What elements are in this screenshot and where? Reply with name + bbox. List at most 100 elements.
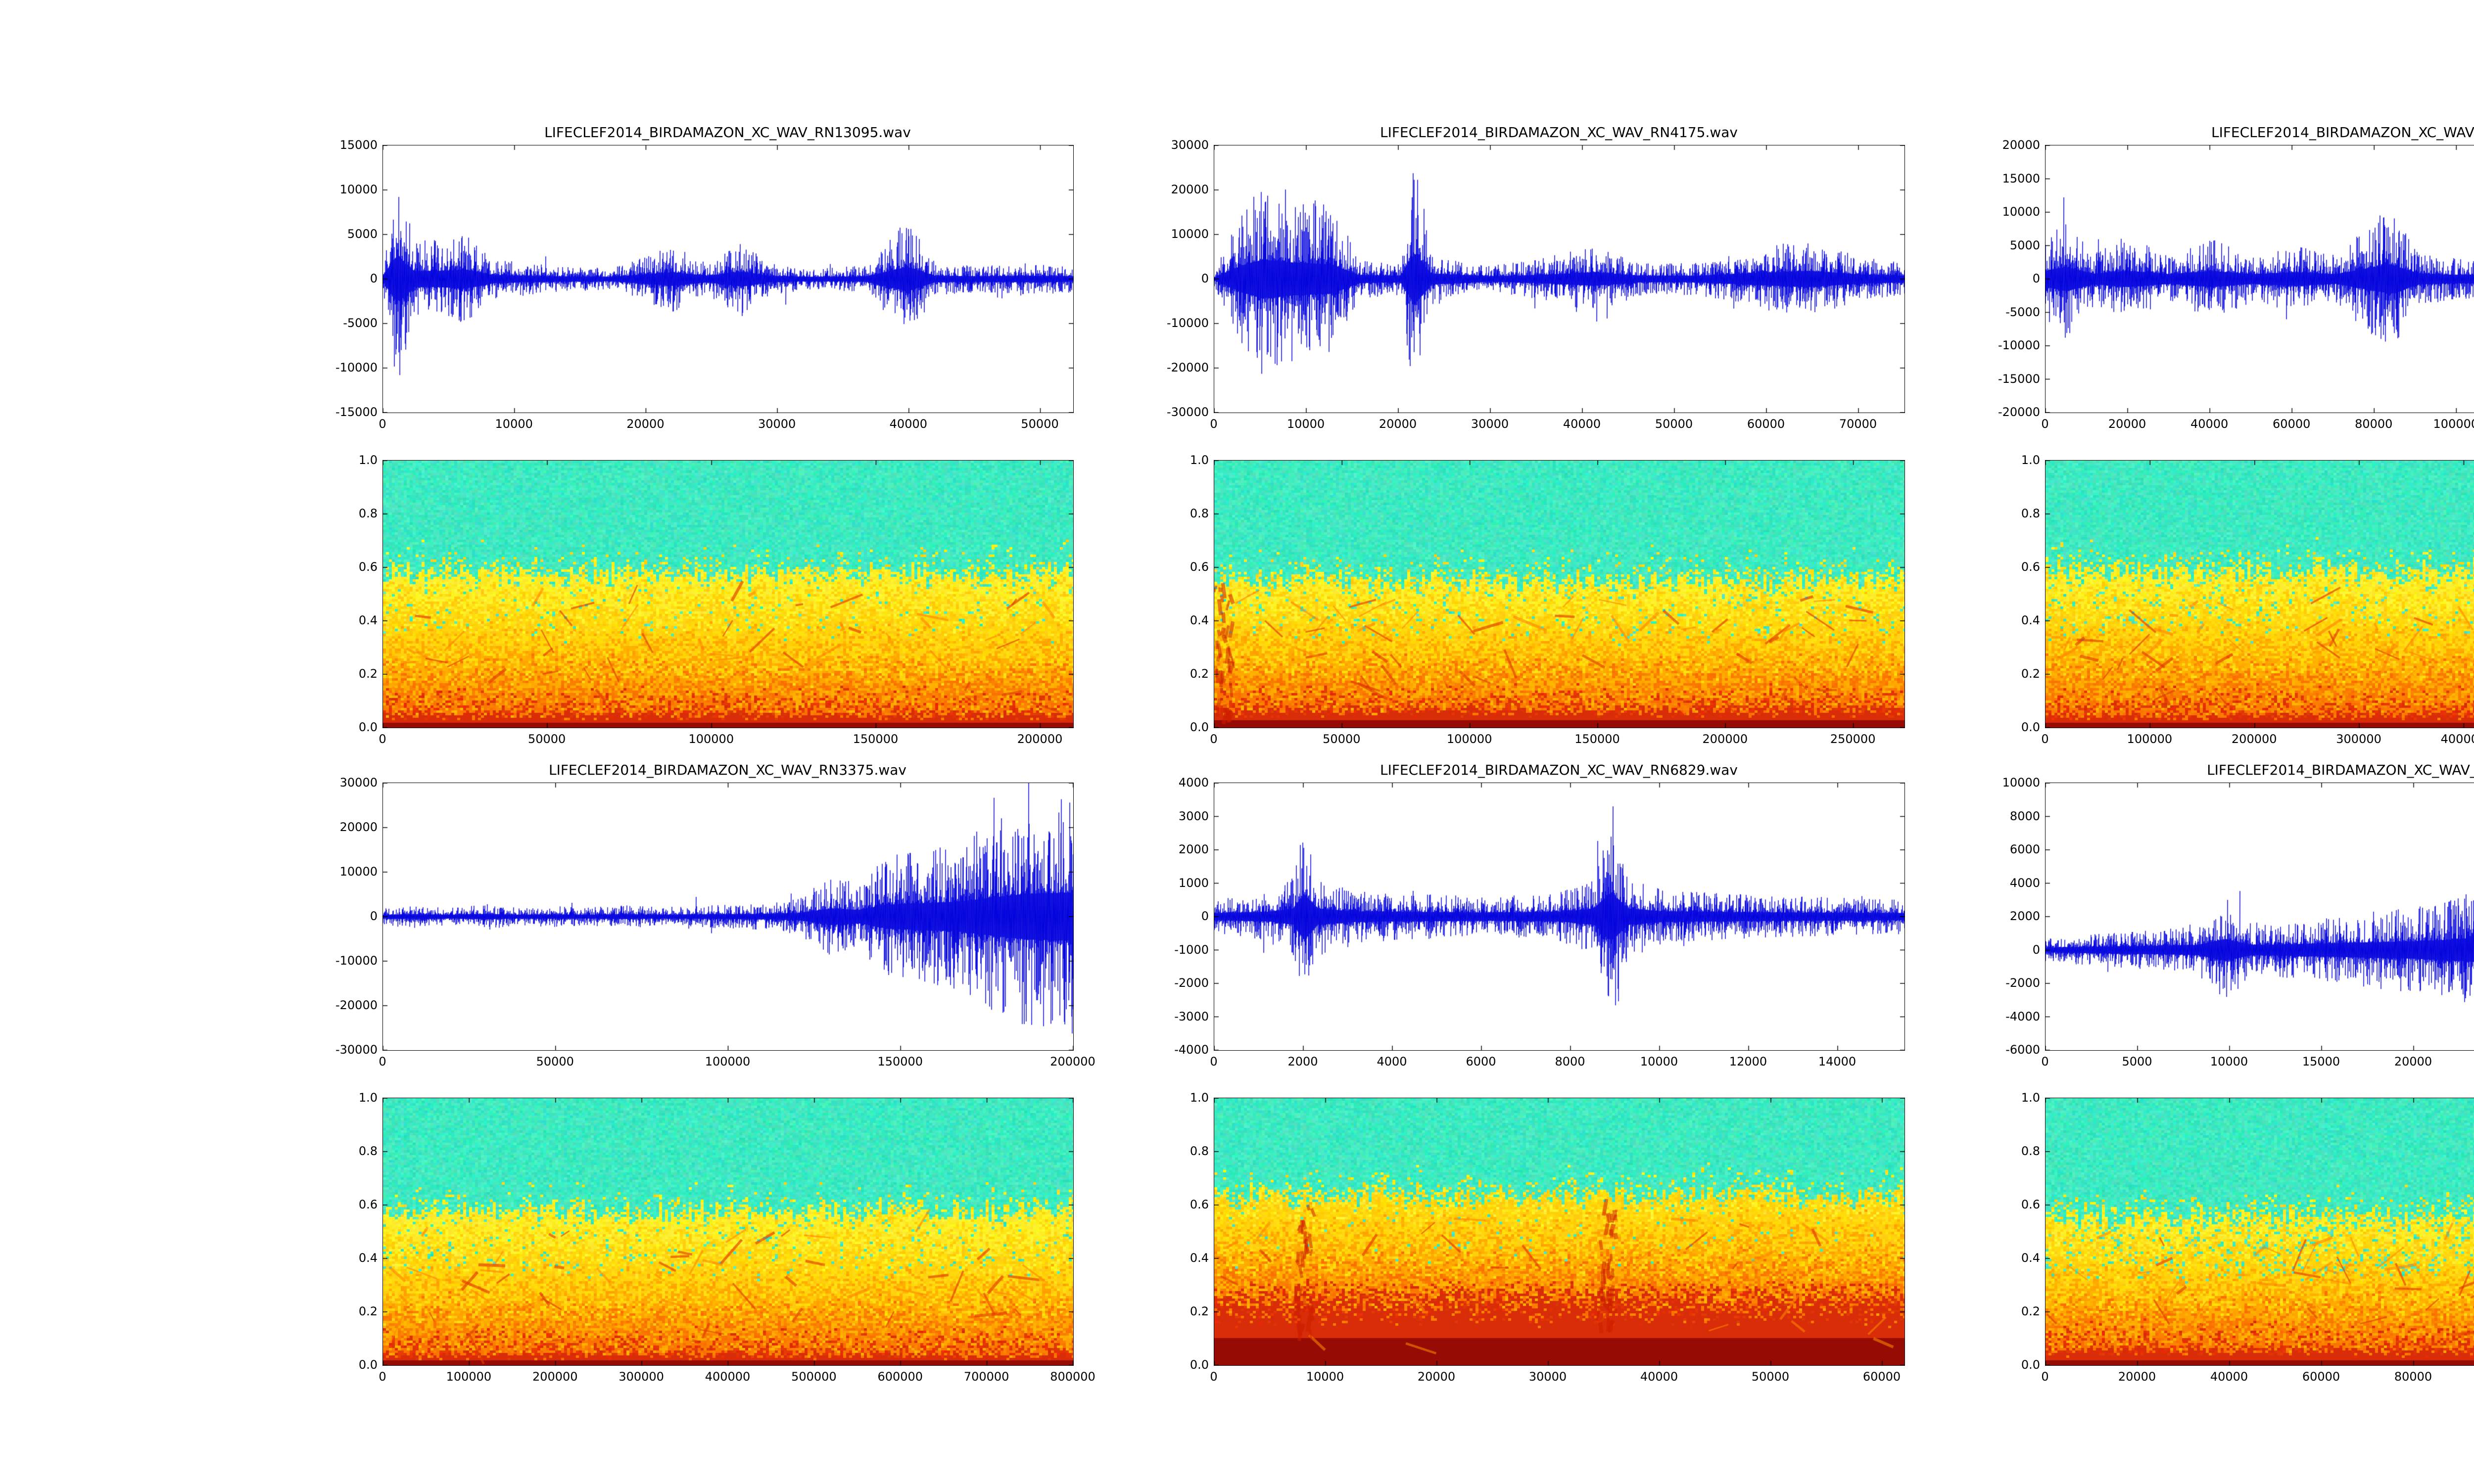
y-tick-label: 1.0	[358, 1091, 378, 1105]
x-tick-label: 50000	[527, 732, 566, 746]
x-tick-label: 14000	[1818, 1055, 1856, 1068]
y-tick-label: 0	[370, 272, 378, 285]
x-tick-label: 200000	[1017, 732, 1063, 746]
y-tick-label: -10000	[1998, 338, 2040, 352]
x-tick-label: 30000	[758, 417, 796, 431]
y-tick-label: 5000	[347, 227, 378, 241]
x-tick-label: 4000	[1377, 1055, 1407, 1068]
y-tick-label: 1.0	[2021, 1091, 2040, 1105]
y-tick-label: 20000	[2002, 138, 2040, 152]
x-tick-label: 40000	[2210, 1370, 2248, 1384]
x-tick-label: 30000	[1471, 417, 1509, 431]
x-tick-label: 100000	[688, 732, 734, 746]
x-tick-label: 20000	[1379, 417, 1417, 431]
x-tick-label: 80000	[2394, 1370, 2432, 1384]
y-tick-label: 10000	[2002, 776, 2040, 789]
y-tick-label: 0.2	[358, 1304, 378, 1318]
plot-title: LIFECLEF2014_BIRDAMAZON_XC_WAV_RN4175.wa…	[1380, 124, 1738, 140]
x-tick-label: 600000	[877, 1370, 923, 1384]
subplot-spectrogram-rn3105: 01000002000003000004000005000006000001.0…	[2021, 453, 2474, 746]
x-tick-label: 2000	[1287, 1055, 1318, 1068]
plot-title: LIFECLEF2014_BIRDAMAZON_XC_WAV_RN6829.wa…	[1380, 762, 1738, 778]
y-tick-label: -5000	[2005, 305, 2040, 319]
x-tick-label: 5000	[2122, 1055, 2152, 1068]
x-tick-label: 200000	[532, 1370, 578, 1384]
x-tick-label: 50000	[1655, 417, 1693, 431]
y-tick-label: 0	[2032, 942, 2040, 957]
y-tick-label: 2000	[2009, 909, 2040, 923]
waveform-canvas	[382, 145, 1074, 413]
plot-title: LIFECLEF2014_BIRDAMAZON_XC_WAV_RN13095.w…	[544, 124, 911, 140]
waveform-canvas	[2045, 145, 2474, 413]
y-tick-label: 10000	[339, 865, 378, 879]
y-tick-label: 0.2	[1189, 667, 1209, 681]
spectrogram-canvas	[1214, 460, 1905, 728]
y-tick-label: 0.0	[1189, 1358, 1209, 1372]
x-tick-label: 250000	[1830, 732, 1876, 746]
y-tick-label: -20000	[1166, 361, 1209, 374]
subplot-waveform-rn6829: LIFECLEF2014_BIRDAMAZON_XC_WAV_RN6829.wa…	[1174, 762, 1905, 1068]
y-tick-label: 0	[370, 909, 378, 923]
y-tick-label: 1.0	[1189, 1091, 1209, 1105]
y-tick-label: 1.0	[1189, 453, 1209, 467]
subplot-waveform-rn13095: LIFECLEF2014_BIRDAMAZON_XC_WAV_RN13095.w…	[335, 124, 1074, 431]
x-tick-label: 0	[1210, 417, 1218, 431]
x-tick-label: 200000	[1702, 732, 1748, 746]
y-tick-label: 4000	[2009, 876, 2040, 890]
x-tick-label: 150000	[1574, 732, 1620, 746]
y-tick-label: 0.2	[2021, 1304, 2040, 1318]
y-tick-label: 0.8	[1189, 1144, 1209, 1158]
y-tick-label: 1000	[1178, 876, 1209, 890]
x-tick-label: 40000	[889, 417, 928, 431]
y-tick-label: 20000	[339, 820, 378, 834]
y-tick-label: 10000	[1171, 227, 1209, 241]
x-tick-label: 20000	[1417, 1370, 1456, 1384]
plot-title: LIFECLEF2014_BIRDAMAZON_XC_WAV_RN13669.w…	[2207, 762, 2474, 778]
subplot-spectrogram-rn13669: 0200004000060000800001000001200001400001…	[2021, 1091, 2474, 1384]
x-tick-label: 200000	[2231, 732, 2277, 746]
y-tick-label: -20000	[335, 998, 378, 1012]
subplot-spectrogram-rn6829: 0 10000 20000 30000 40000 50000 60000 1.0 0.8 0.6…	[1190, 1091, 1905, 1384]
x-tick-label: 0	[1210, 732, 1218, 746]
x-tick-label: 100000	[2433, 417, 2474, 431]
y-tick-label: 0.6	[1189, 1198, 1209, 1211]
x-tick-label: 700000	[963, 1370, 1009, 1384]
y-tick-label: 15000	[2002, 171, 2040, 186]
x-tick-label: 12000	[1729, 1055, 1767, 1068]
y-tick-label: 0.2	[1189, 1304, 1209, 1318]
x-tick-label: 30000	[1528, 1370, 1567, 1384]
y-tick-label: 0.4	[2021, 613, 2040, 627]
y-tick-label: 0.4	[358, 613, 378, 627]
y-tick-label: -20000	[1998, 405, 2040, 419]
x-tick-label: 100000	[446, 1370, 492, 1384]
y-tick-label: 0	[1201, 909, 1209, 923]
y-tick-label: 0.0	[358, 1358, 378, 1372]
x-tick-label: 50000	[1021, 417, 1059, 431]
y-tick-label: 0.4	[358, 1251, 378, 1265]
x-tick-label: 0	[2041, 417, 2049, 431]
x-tick-label: 400000	[705, 1370, 751, 1384]
waveform-canvas	[382, 783, 1074, 1051]
y-tick-label: 6000	[2009, 842, 2040, 856]
subplot-spectrogram-rn3375: 0 100000 200000 300000 400000 500000 600000 700…	[359, 1091, 1095, 1384]
y-tick-label: 0.6	[358, 560, 378, 574]
x-tick-label: 10000	[495, 417, 533, 431]
x-tick-label: 40000	[1640, 1370, 1678, 1384]
x-tick-label: 0	[1210, 1055, 1218, 1068]
subplot-spectrogram-rn4175: 0 50000 100000 150000 200000 250000 1.0 0.8 0.6 0…	[1190, 453, 1905, 746]
y-tick-label: -30000	[1166, 405, 1209, 419]
x-tick-label: 50000	[536, 1055, 574, 1068]
y-tick-label: 30000	[1171, 138, 1209, 152]
subplot-waveform-rn4175: LIFECLEF2014_BIRDAMAZON_XC_WAV_RN4175.wa…	[1167, 124, 1905, 431]
y-tick-label: -10000	[335, 361, 378, 374]
y-tick-label: 0.6	[2021, 1198, 2040, 1211]
x-tick-label: 50000	[1751, 1370, 1790, 1384]
y-tick-label: 0.8	[1189, 507, 1209, 520]
x-tick-label: 150000	[853, 732, 899, 746]
x-tick-label: 8000	[1555, 1055, 1585, 1068]
x-tick-label: 40000	[2190, 417, 2229, 431]
x-tick-label: 60000	[1862, 1370, 1901, 1384]
y-tick-label: 3000	[1178, 809, 1209, 823]
x-tick-label: 0	[1210, 1370, 1218, 1384]
